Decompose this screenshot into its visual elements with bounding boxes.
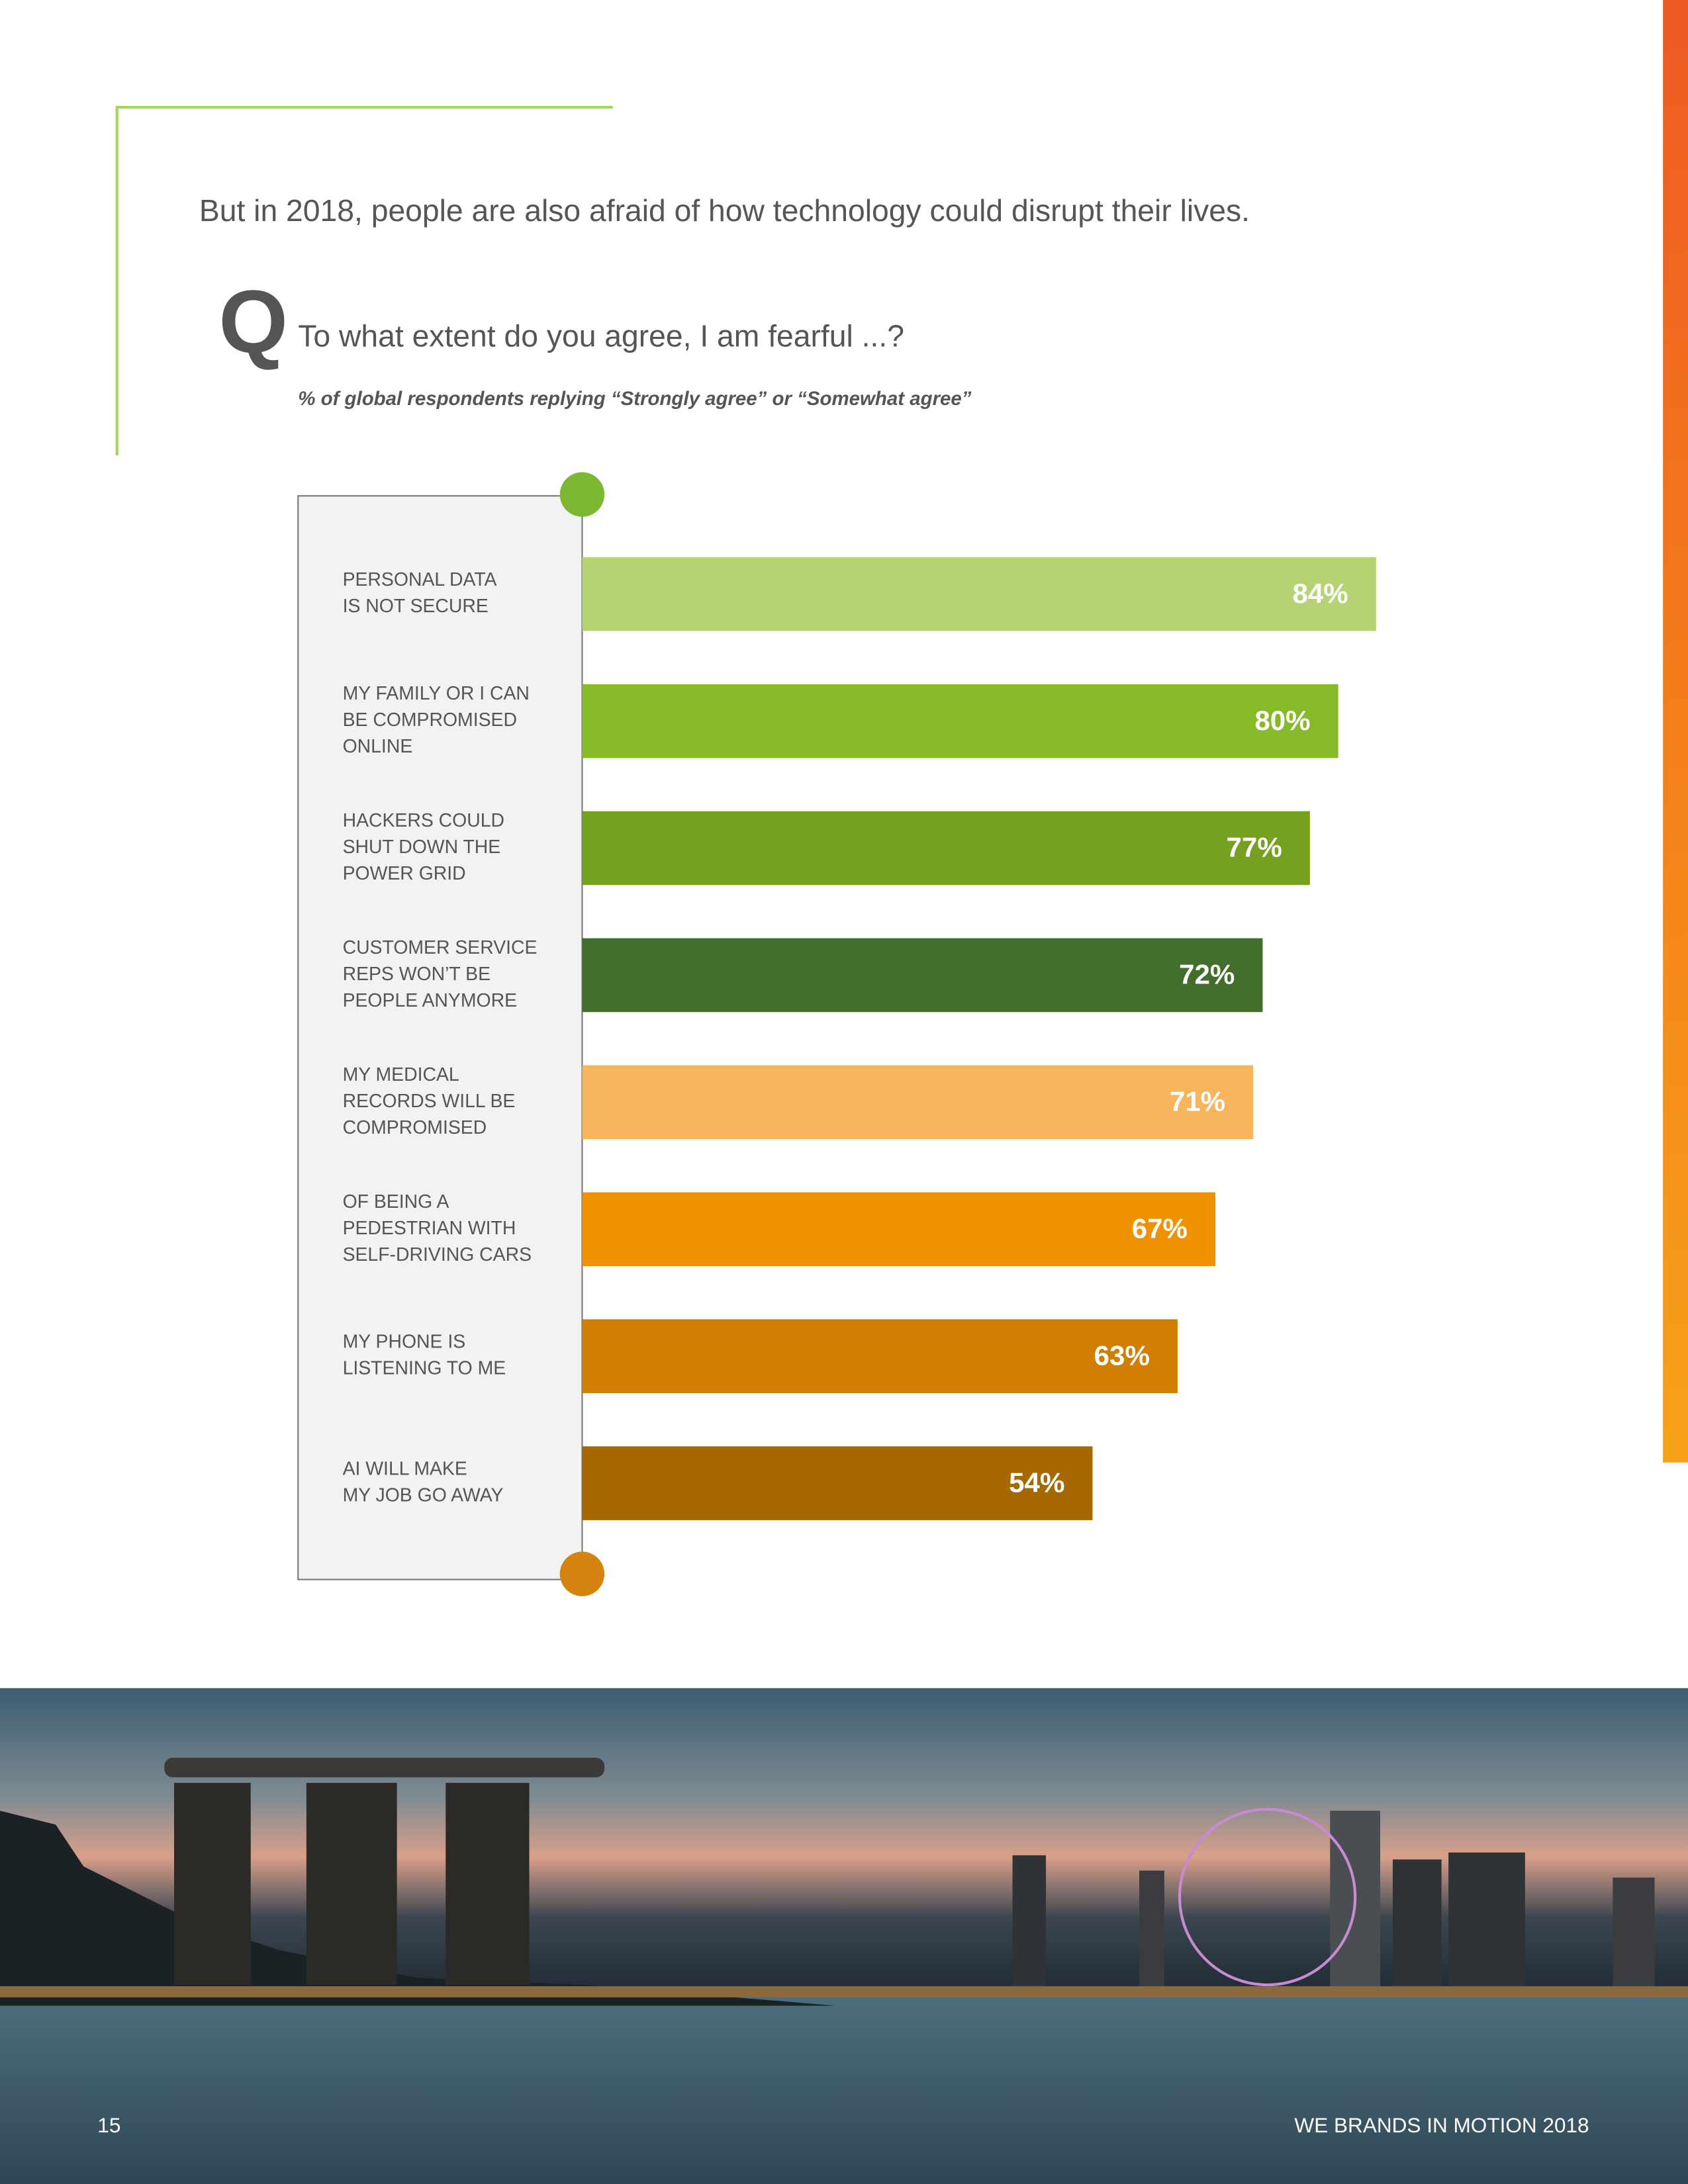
- accent-line: [115, 105, 613, 456]
- category-label: SELF-DRIVING CARS: [343, 1244, 532, 1265]
- category-label: IS NOT SECURE: [343, 596, 489, 617]
- value-label: 80%: [1254, 705, 1310, 736]
- category-label: MY FAMILY OR I CAN: [343, 683, 530, 704]
- category-label: BE COMPROMISED: [343, 709, 517, 731]
- bar: [582, 938, 1263, 1013]
- side-stripe: [1663, 0, 1688, 1463]
- category-label: RECORDS WILL BE: [343, 1091, 516, 1112]
- dot: [559, 1551, 605, 1596]
- category-label: COMPROMISED: [343, 1117, 487, 1138]
- category-label: AI WILL MAKE: [343, 1459, 467, 1480]
- category-label: CUSTOMER SERVICE: [343, 937, 538, 958]
- value-label: 63%: [1094, 1340, 1150, 1371]
- bar: [582, 557, 1376, 631]
- category-label: LISTENING TO ME: [343, 1358, 506, 1379]
- value-label: 71%: [1170, 1086, 1225, 1117]
- city-photo: [0, 1688, 1688, 2184]
- dot: [559, 472, 605, 517]
- subtitle: % of global respondents replying “Strong…: [298, 388, 972, 410]
- headline: But in 2018, people are also afraid of h…: [199, 193, 1250, 228]
- value-label: 67%: [1132, 1213, 1188, 1244]
- category-label: PEDESTRIAN WITH: [343, 1218, 516, 1239]
- category-label: POWER GRID: [343, 863, 466, 884]
- category-label: MY PHONE IS: [343, 1332, 466, 1353]
- category-label: HACKERS COULD: [343, 810, 504, 831]
- label-panel: [297, 495, 583, 1580]
- chart: PERSONAL DATA IS NOT SECURE 84% MY FAMILY O…: [343, 557, 1376, 1520]
- footer: WE BRANDS IN MOTION 2018: [1294, 2113, 1589, 2137]
- category-label: OF BEING A: [343, 1191, 449, 1212]
- value-label: 54%: [1009, 1467, 1064, 1498]
- value-label: 72%: [1179, 959, 1235, 990]
- bar: [582, 1446, 1093, 1520]
- category-label: ONLINE: [343, 736, 413, 757]
- bar: [582, 811, 1310, 886]
- category-label: SHUT DOWN THE: [343, 837, 501, 858]
- category-label: MY MEDICAL: [343, 1064, 459, 1085]
- category-label: PERSONAL DATA: [343, 569, 497, 590]
- page-number: 15: [97, 2113, 120, 2137]
- question: To what extent do you agree, I am fearfu…: [298, 319, 904, 353]
- category-label: REPS WON’T BE: [343, 964, 491, 985]
- bar: [582, 684, 1338, 758]
- bar: [582, 1192, 1216, 1267]
- category-label: MY JOB GO AWAY: [343, 1485, 504, 1506]
- bar: [582, 1319, 1178, 1394]
- q-mark: Q: [218, 271, 288, 371]
- bar: [582, 1065, 1254, 1140]
- value-label: 77%: [1227, 832, 1282, 863]
- value-label: 84%: [1292, 578, 1348, 609]
- category-label: PEOPLE ANYMORE: [343, 990, 517, 1011]
